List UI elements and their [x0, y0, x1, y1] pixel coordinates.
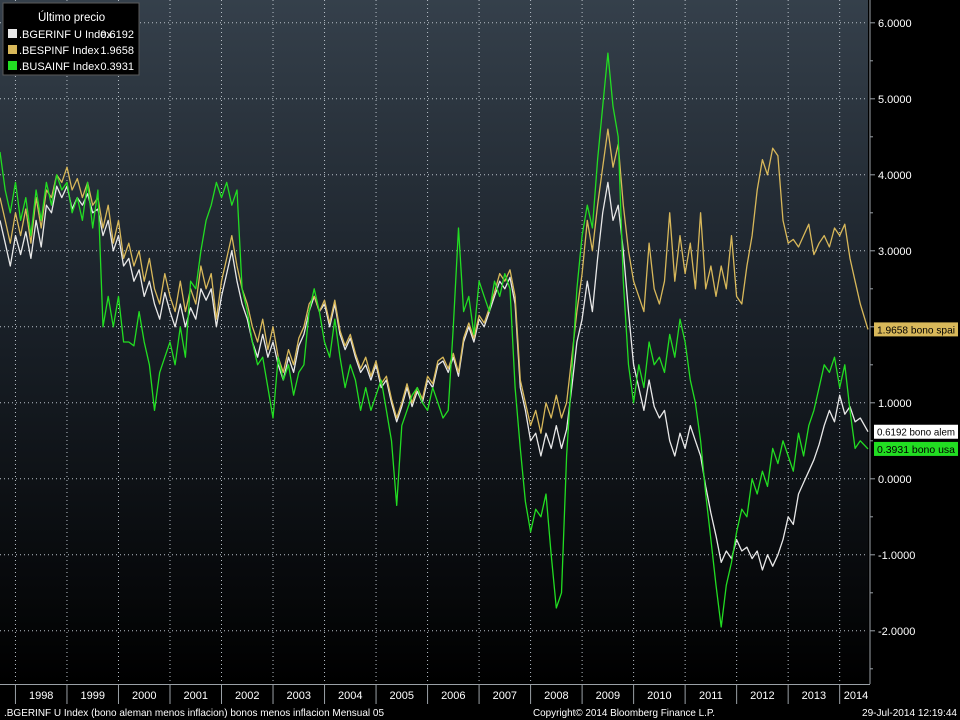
legend-series-name: .BESPINF Index	[19, 45, 100, 57]
x-tick-label: 2013	[802, 690, 826, 702]
legend-swatch	[8, 61, 17, 70]
legend-swatch	[8, 29, 17, 38]
series-line-3	[0, 52, 869, 628]
x-tick-label: 2002	[235, 690, 259, 702]
last-value-tag	[874, 441, 958, 456]
x-tick-label: 2006	[441, 690, 465, 702]
x-tick-label: 2009	[596, 690, 620, 702]
footer-description: .BGERINF U Index (bono aleman menos infl…	[4, 707, 384, 719]
x-axis: 1998 1999 2000 2001 2002 2003 2004 2005 2006 2007…	[14, 684, 868, 704]
y-tick-label: 6.0000	[878, 18, 912, 30]
y-tick-label: 5.0000	[878, 94, 912, 106]
x-tick-label: 2000	[132, 690, 156, 702]
x-tick-label: 2011	[699, 690, 723, 702]
y-tick-label: 4.0000	[878, 170, 912, 182]
x-tick-label: 1999	[80, 690, 104, 702]
last-value-tags: 1.9658 bono spai 0.6192 bono alem 0.3931 b…	[874, 322, 958, 456]
plot-background	[0, 0, 868, 684]
y-tick-label: 1.0000	[878, 398, 912, 410]
grid	[0, 0, 868, 684]
legend-series-name: .BUSAINF Index	[19, 61, 100, 73]
x-tick-label: 2005	[390, 690, 414, 702]
x-tick-label: 2010	[647, 690, 671, 702]
last-value-tag-label: 0.6192 bono alem	[877, 427, 955, 439]
footer-timestamp: 29-Jul-2014 12:19:44	[862, 707, 957, 719]
series-group	[0, 52, 869, 628]
footer-bar: .BGERINF U Index (bono aleman menos infl…	[0, 704, 960, 720]
x-tick-label: 2012	[750, 690, 774, 702]
y-tick-label: 0.0000	[878, 474, 912, 486]
x-tick-label: 2014	[844, 690, 868, 702]
legend-title: Último precio	[38, 11, 105, 24]
x-tick-label: 2004	[338, 690, 362, 702]
x-tick-label: 2008	[544, 690, 568, 702]
series-line-2	[0, 128, 869, 434]
y-tick-label: -2.0000	[878, 626, 915, 638]
x-tick-label: 2007	[493, 690, 517, 702]
legend-last-value: 0.3931	[100, 61, 134, 73]
footer-background	[0, 704, 960, 720]
y-axis: 6.00005.00004.00003.00002.00001.00000.00…	[870, 18, 915, 670]
legend-box	[2, 2, 140, 76]
last-value-tag-label: 1.9658 bono spai	[877, 324, 955, 336]
last-value-tag	[874, 424, 958, 439]
x-tick-label: 1998	[29, 690, 53, 702]
legend-last-value: 1.9658	[100, 45, 134, 57]
y-tick-label: -1.0000	[878, 550, 915, 562]
legend-swatch	[8, 45, 17, 54]
legend: Último precio .BGERINF U Index0.6192.BES…	[2, 2, 140, 76]
last-value-tag	[874, 322, 958, 337]
x-tick-label: 2003	[287, 690, 311, 702]
last-value-tag-label: 0.3931 bono usa	[877, 444, 955, 456]
legend-last-value: 0.6192	[100, 29, 134, 41]
x-tick-label: 2001	[184, 690, 208, 702]
y-tick-label: 3.0000	[878, 246, 912, 258]
footer-copyright: Copyright© 2014 Bloomberg Finance L.P.	[533, 707, 715, 719]
legend-series-name: .BGERINF U Index	[19, 29, 112, 41]
